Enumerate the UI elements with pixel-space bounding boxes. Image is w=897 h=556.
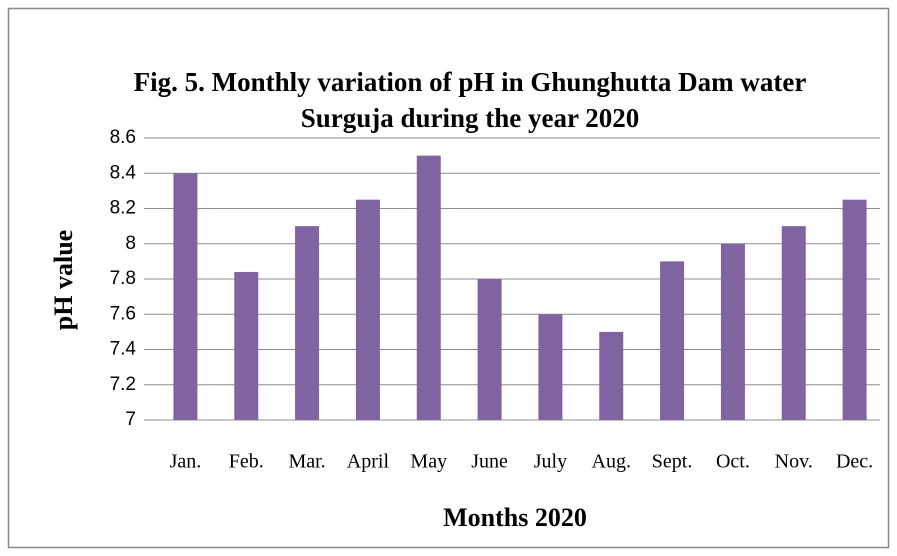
y-axis-title: pH value xyxy=(49,230,78,330)
y-tick-label: 8 xyxy=(125,233,136,254)
x-tick-label: Oct. xyxy=(716,451,750,473)
chart-border xyxy=(7,7,890,549)
y-tick-label: 7 xyxy=(125,409,136,430)
x-tick-label: July xyxy=(534,451,567,473)
bar xyxy=(781,226,806,420)
y-tick-label: 7.8 xyxy=(110,268,136,289)
bar xyxy=(842,199,867,420)
y-tick-label: 7.6 xyxy=(110,303,136,324)
y-tick-label: 8.6 xyxy=(110,127,136,148)
bar xyxy=(660,261,685,420)
x-tick-label: June xyxy=(471,451,508,473)
x-axis-title: Months 2020 xyxy=(443,503,587,532)
y-tick-label: 8.4 xyxy=(110,162,137,183)
bar xyxy=(295,226,320,420)
y-tick-label: 7.2 xyxy=(110,374,136,395)
x-tick-label: Nov. xyxy=(775,451,813,473)
bar xyxy=(234,271,259,420)
x-tick-label: Dec. xyxy=(836,451,873,473)
bar xyxy=(477,279,502,420)
x-tick-label: Mar. xyxy=(288,451,325,473)
bar xyxy=(355,199,380,420)
y-tick-label: 7.4 xyxy=(110,339,137,360)
x-tick-label: Feb. xyxy=(229,451,264,473)
bar xyxy=(720,243,745,420)
y-tick-label: 8.2 xyxy=(110,198,136,219)
bar xyxy=(173,173,198,420)
bar xyxy=(416,155,441,420)
bar xyxy=(538,314,563,420)
x-tick-label: Sept. xyxy=(652,451,693,473)
x-tick-label: May xyxy=(410,451,447,473)
x-tick-label: April xyxy=(347,451,390,473)
x-tick-label: Aug. xyxy=(592,451,631,473)
x-tick-label: Jan. xyxy=(170,451,202,473)
chart-title: Fig. 5. Monthly variation of pH in Ghung… xyxy=(133,67,807,133)
bar xyxy=(599,331,624,420)
